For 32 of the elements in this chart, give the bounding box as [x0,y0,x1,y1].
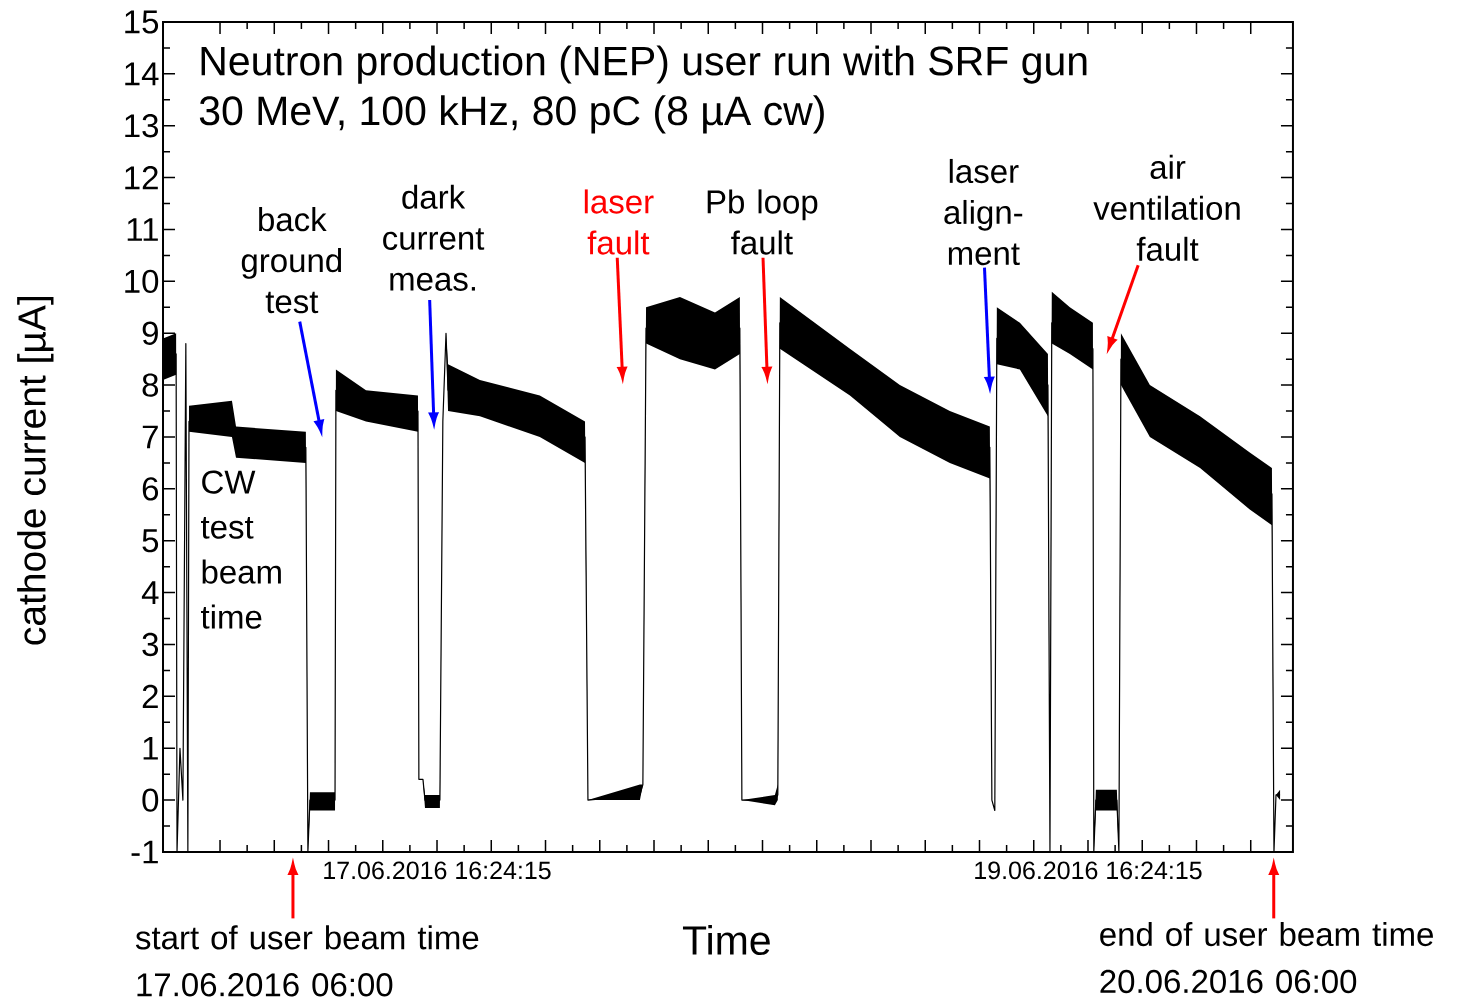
y-tick-label: 12 [125,166,158,190]
y-tick-label: 10 [125,269,159,294]
annotation: laser align-ment [944,158,1023,266]
y-tick-label: 1 [143,736,158,760]
y-tick-label: 4 [141,581,159,604]
y-tick-label: 3 [142,632,159,657]
text: start of user beam time 17.06.2016 06:00 [135,925,479,997]
y-tick-label: 6 [142,477,159,501]
text: Neutron production (NEP) user run with SRF gun [201,45,1087,84]
y-tick-label: 13 [125,114,159,138]
annotation: dark current meas. [383,184,485,291]
y-tick-label: 2 [142,684,158,708]
y-tick-label: 0 [142,788,159,812]
y-tick-label: 11 [127,218,158,241]
y-axis-title: cathode current [µA] [17,297,54,645]
text: end of user beam time 20.06.2016 06:00 [1100,921,1433,994]
y-tick-label: 5 [142,529,159,553]
annotation: CW test beam time [201,470,281,629]
y-tick-label: 9 [142,321,158,345]
y-tick-label: 7 [142,425,158,449]
x-axis-title: Time [682,924,770,956]
x-tick-label: 17.06.2016 16:24:15 [324,861,551,880]
annotation: back ground test [241,207,342,314]
y-tick-label: 8 [142,373,159,397]
annotation: Pb loop fault [707,189,818,255]
text: 30 MeV, 100 kHz, 80 pC (8 µA cw) [199,95,824,134]
y-tick-label: 14 [125,62,159,86]
y-tick-label: -1 [131,840,158,864]
annotation: air ventilation fault [1093,154,1240,262]
y-tick-label: 15 [125,10,159,34]
annotation: laser fault [584,189,654,255]
x-tick-label: 19.06.2016 16:24:15 [975,861,1202,880]
